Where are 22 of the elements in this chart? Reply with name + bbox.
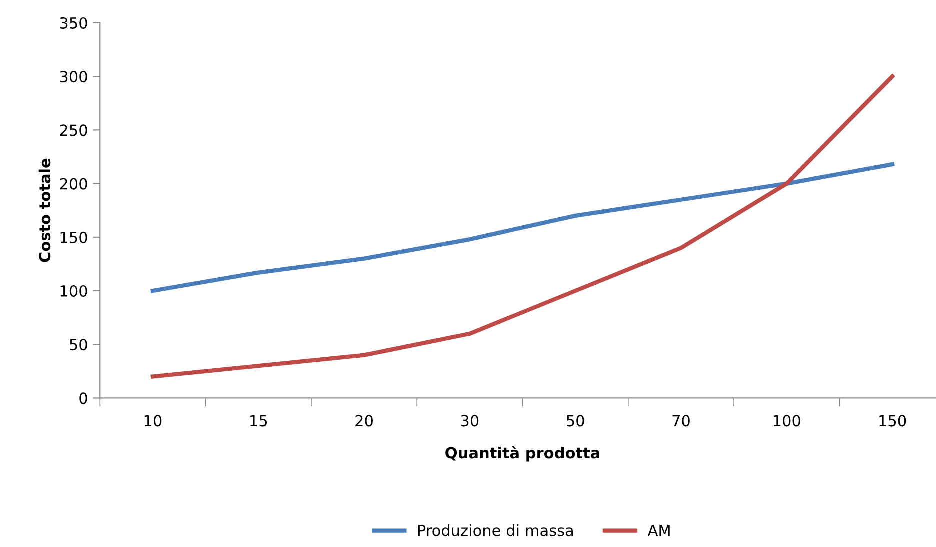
y-tick-label: 250	[60, 124, 88, 136]
y-axis-title: Costo totale	[38, 158, 51, 262]
x-tick-label: 150	[880, 415, 906, 427]
legend-label: Produzione di massa	[418, 524, 574, 536]
legend-label: AM	[648, 525, 670, 536]
y-tick-label: 150	[60, 232, 88, 244]
y-tick-label: 50	[70, 339, 88, 351]
y-tick-label: 350	[60, 17, 88, 29]
line-series	[150, 74, 895, 379]
y-tick-label: 300	[60, 71, 88, 83]
y-tick-label: 200	[60, 178, 88, 190]
x-tick-label: 10	[144, 415, 162, 427]
x-tick-label: 20	[356, 415, 373, 427]
y-tick-label: 100	[60, 285, 88, 298]
y-tick-label: 0	[80, 392, 88, 404]
line-series	[150, 162, 895, 294]
x-tick-label: 50	[567, 415, 584, 427]
x-tick-label: 70	[672, 415, 690, 427]
x-axis-title: Quantità prodotta	[446, 446, 600, 462]
x-tick-label: 15	[250, 415, 268, 427]
x-tick-label: 30	[461, 415, 479, 427]
x-tick-label: 100	[774, 415, 800, 427]
